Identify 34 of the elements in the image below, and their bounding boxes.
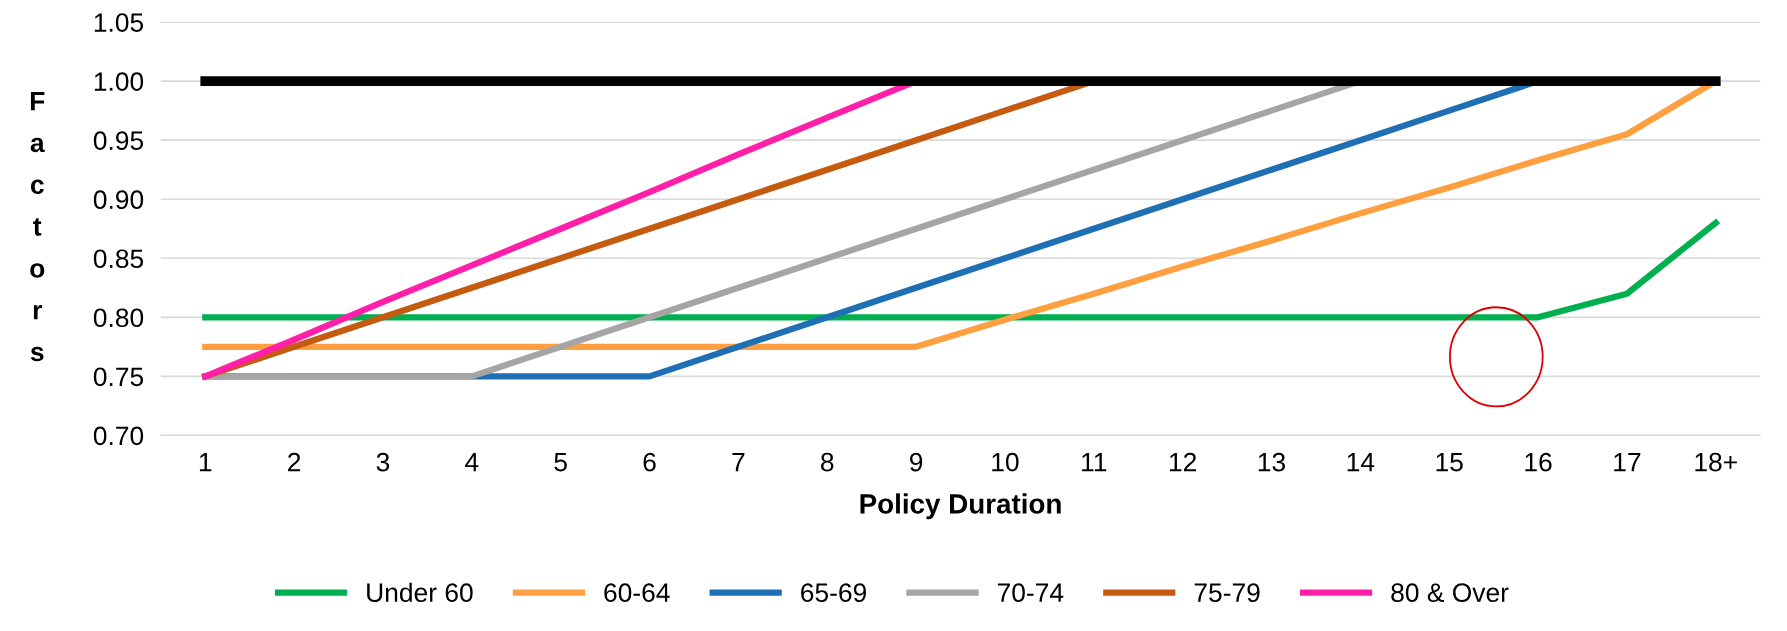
x-tick-label: 4: [465, 453, 479, 472]
x-tick-label: 2: [288, 452, 301, 472]
y-tick-label: 0.70: [93, 426, 144, 446]
y-tick-label: 0.85: [93, 249, 144, 269]
x-tick-label: 18+: [1695, 452, 1737, 472]
y-tick-label: 0.80: [93, 308, 144, 328]
y-tick-label: 1.00: [94, 72, 144, 91]
legend-label: 65-69: [801, 583, 867, 603]
legend-label: 80 & Over: [1391, 583, 1509, 603]
x-tick-label: 6: [643, 452, 656, 472]
x-tick-label: 10: [992, 452, 1019, 472]
legend-label: 70-74: [997, 583, 1064, 603]
y-axis-title: Factors: [30, 91, 45, 362]
x-axis-title: Policy Duration: [860, 493, 1061, 520]
legend-label: 60-64: [604, 583, 670, 603]
x-tick-label: 3: [376, 452, 390, 472]
x-tick-label: 12: [1169, 452, 1196, 472]
x-tick-label: 9: [909, 452, 923, 472]
x-tick-label: 13: [1258, 452, 1286, 472]
x-tick-label: 17: [1614, 453, 1641, 472]
x-tick-label: 7: [732, 453, 745, 472]
y-tick-label: 0.75: [93, 367, 144, 387]
legend-label: Under 60: [367, 582, 473, 603]
x-tick-label: 15: [1436, 453, 1463, 472]
x-tick-label: 5: [554, 453, 567, 472]
x-tick-label: 11: [1082, 453, 1107, 472]
x-tick-label: 1: [199, 453, 212, 472]
x-tick-label: 8: [821, 452, 834, 472]
y-tick-label: 0.90: [93, 190, 144, 210]
legend-label: 75-79: [1194, 583, 1260, 603]
x-tick-label: 14: [1347, 453, 1375, 472]
y-tick-label: 0.95: [93, 131, 144, 150]
x-tick-label: 16: [1525, 452, 1552, 472]
y-tick-label: 1.05: [94, 13, 144, 32]
